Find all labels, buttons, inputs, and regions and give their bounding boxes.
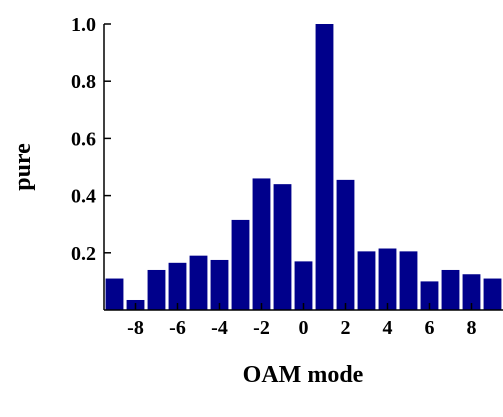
y-tick-label: 0.2 (71, 243, 96, 265)
bar-mode-9 (483, 278, 502, 310)
x-axis-title: OAM mode (243, 362, 364, 388)
bar-mode--5 (189, 255, 208, 310)
x-tick-label: -2 (253, 317, 270, 339)
bar-mode-4 (378, 248, 397, 310)
bar-mode-8 (462, 274, 481, 310)
bar-mode--4 (210, 259, 229, 310)
x-tick-label: 8 (467, 317, 477, 339)
y-axis-title: pure (10, 143, 36, 191)
bar-mode--3 (231, 219, 250, 310)
bar-mode-3 (357, 251, 376, 310)
bar-mode-5 (399, 251, 418, 310)
ticks-layer: 0.2 0.4 0.6 0.8 1.0 -8 -6 -4 -2 0 2 4 6 8 (71, 14, 477, 339)
bar-mode-2 (336, 179, 355, 310)
y-tick-label: 1.0 (71, 14, 96, 36)
y-tick-label: 0.6 (71, 128, 96, 150)
bar-mode-0 (294, 261, 313, 310)
x-tick-label: -8 (127, 317, 144, 339)
bar-mode-6 (420, 281, 439, 310)
x-tick-label: 6 (425, 317, 435, 339)
bar-mode--2 (252, 178, 271, 310)
y-tick-label: 0.8 (71, 71, 96, 93)
bars-layer (105, 24, 502, 310)
bar-mode--9 (105, 278, 124, 310)
x-tick-label: -4 (211, 317, 228, 339)
bar-mode--6 (168, 262, 187, 310)
x-tick-label: 0 (299, 317, 309, 339)
x-tick-label: 2 (341, 317, 351, 339)
bar-mode-1 (315, 24, 334, 310)
y-tick-label: 0.4 (71, 186, 96, 208)
bar-mode--1 (273, 184, 292, 310)
x-tick-label: -6 (169, 317, 186, 339)
bar-mode-7 (441, 269, 460, 310)
x-tick-label: 4 (383, 317, 393, 339)
bar-mode--7 (147, 269, 166, 310)
